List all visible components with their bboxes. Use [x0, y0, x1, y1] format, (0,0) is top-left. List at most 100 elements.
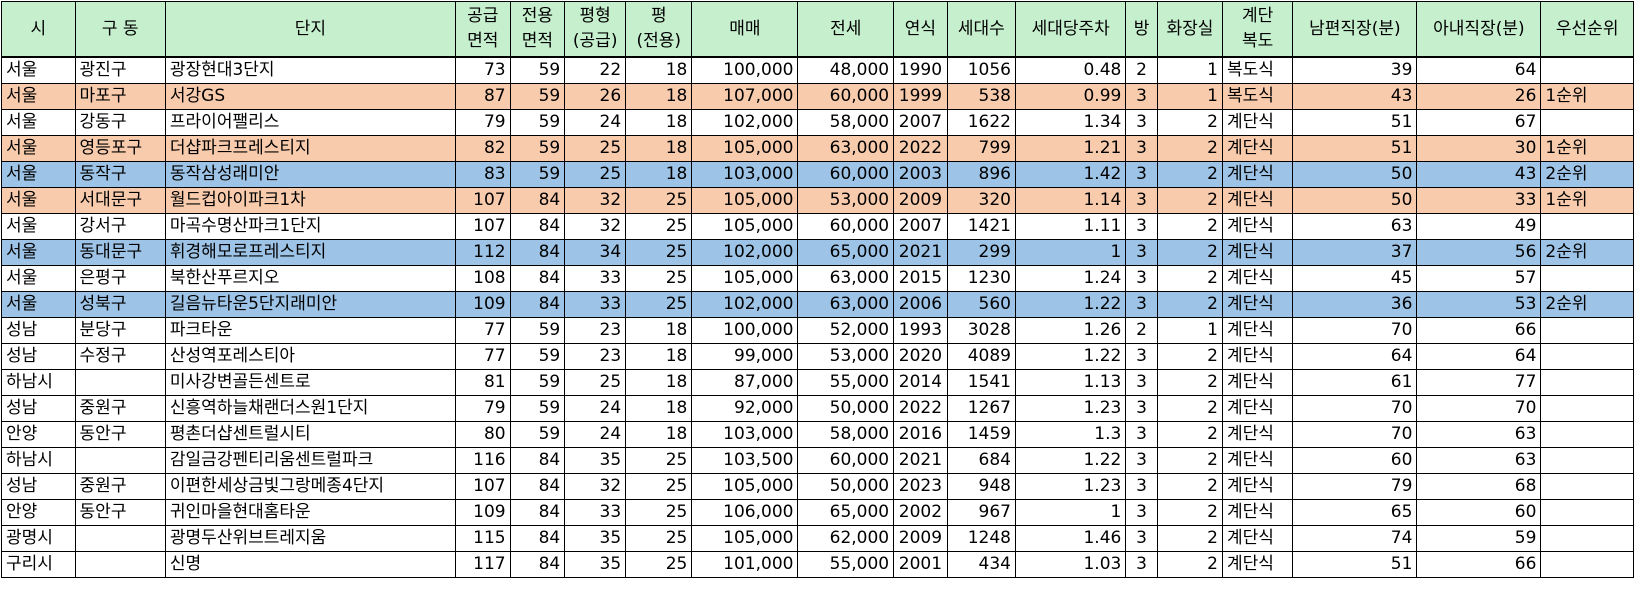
cell-year-built[interactable]: 2022 [893, 395, 948, 422]
header-rooms[interactable]: 방 [1125, 1, 1158, 58]
cell-stair-corridor[interactable]: 계단식 [1221, 369, 1294, 396]
cell-year-built[interactable]: 2023 [893, 473, 948, 500]
cell-priority[interactable] [1540, 447, 1634, 474]
cell-district[interactable]: 성북구 [74, 291, 166, 318]
cell-sale-price[interactable]: 105,000 [691, 525, 799, 552]
cell-complex[interactable]: 프라이어팰리스 [164, 109, 456, 136]
cell-sale-price[interactable]: 101,000 [691, 551, 799, 578]
cell-jeonse-price[interactable]: 60,000 [797, 83, 895, 110]
cell-exclusive-area[interactable]: 59 [509, 369, 566, 396]
cell-rooms[interactable]: 3 [1125, 135, 1158, 162]
cell-stair-corridor[interactable]: 계단식 [1221, 551, 1294, 578]
cell-pyeong-exclusive[interactable]: 25 [625, 447, 693, 474]
cell-jeonse-price[interactable]: 63,000 [797, 291, 895, 318]
cell-pyeong-supply[interactable]: 24 [564, 395, 627, 422]
cell-stair-corridor[interactable]: 계단식 [1221, 213, 1294, 240]
cell-bathrooms[interactable]: 2 [1156, 447, 1223, 474]
cell-pyeong-exclusive[interactable]: 18 [625, 343, 693, 370]
cell-pyeong-supply[interactable]: 32 [564, 213, 627, 240]
header-jeonse-price[interactable]: 전세 [797, 1, 895, 58]
cell-district[interactable]: 은평구 [74, 265, 166, 292]
cell-jeonse-price[interactable]: 55,000 [797, 369, 895, 396]
cell-district[interactable]: 강동구 [74, 109, 166, 136]
cell-district[interactable]: 동대문구 [74, 239, 166, 266]
cell-pyeong-supply[interactable]: 32 [564, 187, 627, 214]
cell-sale-price[interactable]: 105,000 [691, 187, 799, 214]
cell-district[interactable]: 영등포구 [74, 135, 166, 162]
cell-rooms[interactable]: 3 [1125, 447, 1158, 474]
cell-district[interactable]: 중원구 [74, 473, 166, 500]
cell-supply-area[interactable]: 77 [454, 343, 511, 370]
cell-jeonse-price[interactable]: 60,000 [797, 161, 895, 188]
cell-supply-area[interactable]: 107 [454, 213, 511, 240]
cell-year-built[interactable]: 2021 [893, 447, 948, 474]
cell-wife-commute[interactable]: 63 [1416, 447, 1542, 474]
cell-priority[interactable]: 1순위 [1540, 135, 1634, 162]
cell-city[interactable]: 서울 [1, 56, 76, 84]
cell-wife-commute[interactable]: 66 [1416, 551, 1542, 578]
cell-year-built[interactable]: 2014 [893, 369, 948, 396]
cell-wife-commute[interactable]: 26 [1416, 83, 1542, 110]
cell-supply-area[interactable]: 81 [454, 369, 511, 396]
cell-priority[interactable] [1540, 551, 1634, 578]
cell-supply-area[interactable]: 82 [454, 135, 511, 162]
header-stair-corridor[interactable]: 계단 복도 [1221, 1, 1294, 58]
cell-complex[interactable]: 파크타운 [164, 317, 456, 344]
cell-sale-price[interactable]: 103,000 [691, 161, 799, 188]
cell-exclusive-area[interactable]: 59 [509, 317, 566, 344]
cell-wife-commute[interactable]: 57 [1416, 265, 1542, 292]
cell-year-built[interactable]: 2006 [893, 291, 948, 318]
cell-parking-per-household[interactable]: 1.26 [1014, 317, 1127, 344]
cell-stair-corridor[interactable]: 계단식 [1221, 499, 1294, 526]
cell-households[interactable]: 560 [946, 291, 1017, 318]
cell-pyeong-supply[interactable]: 24 [564, 109, 627, 136]
cell-husband-commute[interactable]: 45 [1292, 265, 1418, 292]
cell-exclusive-area[interactable]: 84 [509, 265, 566, 292]
cell-husband-commute[interactable]: 70 [1292, 421, 1418, 448]
cell-households[interactable]: 948 [946, 473, 1017, 500]
cell-pyeong-exclusive[interactable]: 18 [625, 56, 693, 84]
cell-complex[interactable]: 신명 [164, 551, 456, 578]
cell-households[interactable]: 1421 [946, 213, 1017, 240]
cell-pyeong-exclusive[interactable]: 25 [625, 291, 693, 318]
cell-supply-area[interactable]: 87 [454, 83, 511, 110]
cell-households[interactable]: 1459 [946, 421, 1017, 448]
cell-complex[interactable]: 감일금강펜티리움센트럴파크 [164, 447, 456, 474]
cell-city[interactable]: 서울 [1, 291, 76, 318]
cell-complex[interactable]: 귀인마을현대홈타운 [164, 499, 456, 526]
cell-wife-commute[interactable]: 64 [1416, 343, 1542, 370]
cell-bathrooms[interactable]: 2 [1156, 551, 1223, 578]
cell-wife-commute[interactable]: 67 [1416, 109, 1542, 136]
cell-bathrooms[interactable]: 2 [1156, 265, 1223, 292]
cell-city[interactable]: 안양 [1, 499, 76, 526]
cell-jeonse-price[interactable]: 63,000 [797, 135, 895, 162]
cell-district[interactable]: 동작구 [74, 161, 166, 188]
cell-wife-commute[interactable]: 77 [1416, 369, 1542, 396]
cell-bathrooms[interactable]: 1 [1156, 317, 1223, 344]
cell-priority[interactable]: 2순위 [1540, 291, 1634, 318]
cell-husband-commute[interactable]: 51 [1292, 551, 1418, 578]
cell-bathrooms[interactable]: 2 [1156, 291, 1223, 318]
header-pyeong-exclusive[interactable]: 평 (전용) [625, 1, 693, 58]
header-year-built[interactable]: 연식 [893, 1, 948, 58]
cell-stair-corridor[interactable]: 계단식 [1221, 265, 1294, 292]
cell-households[interactable]: 684 [946, 447, 1017, 474]
cell-wife-commute[interactable]: 63 [1416, 421, 1542, 448]
cell-city[interactable]: 서울 [1, 161, 76, 188]
cell-exclusive-area[interactable]: 59 [509, 83, 566, 110]
cell-city[interactable]: 광명시 [1, 525, 76, 552]
cell-rooms[interactable]: 3 [1125, 109, 1158, 136]
cell-parking-per-household[interactable]: 1.14 [1014, 187, 1127, 214]
cell-sale-price[interactable]: 87,000 [691, 369, 799, 396]
cell-pyeong-supply[interactable]: 22 [564, 56, 627, 84]
cell-supply-area[interactable]: 116 [454, 447, 511, 474]
cell-households[interactable]: 4089 [946, 343, 1017, 370]
cell-wife-commute[interactable]: 68 [1416, 473, 1542, 500]
cell-city[interactable]: 서울 [1, 265, 76, 292]
cell-complex[interactable]: 광장현대3단지 [164, 56, 456, 84]
cell-pyeong-exclusive[interactable]: 25 [625, 239, 693, 266]
cell-complex[interactable]: 북한산푸르지오 [164, 265, 456, 292]
cell-pyeong-exclusive[interactable]: 18 [625, 369, 693, 396]
cell-complex[interactable]: 평촌더샵센트럴시티 [164, 421, 456, 448]
cell-stair-corridor[interactable]: 계단식 [1221, 395, 1294, 422]
